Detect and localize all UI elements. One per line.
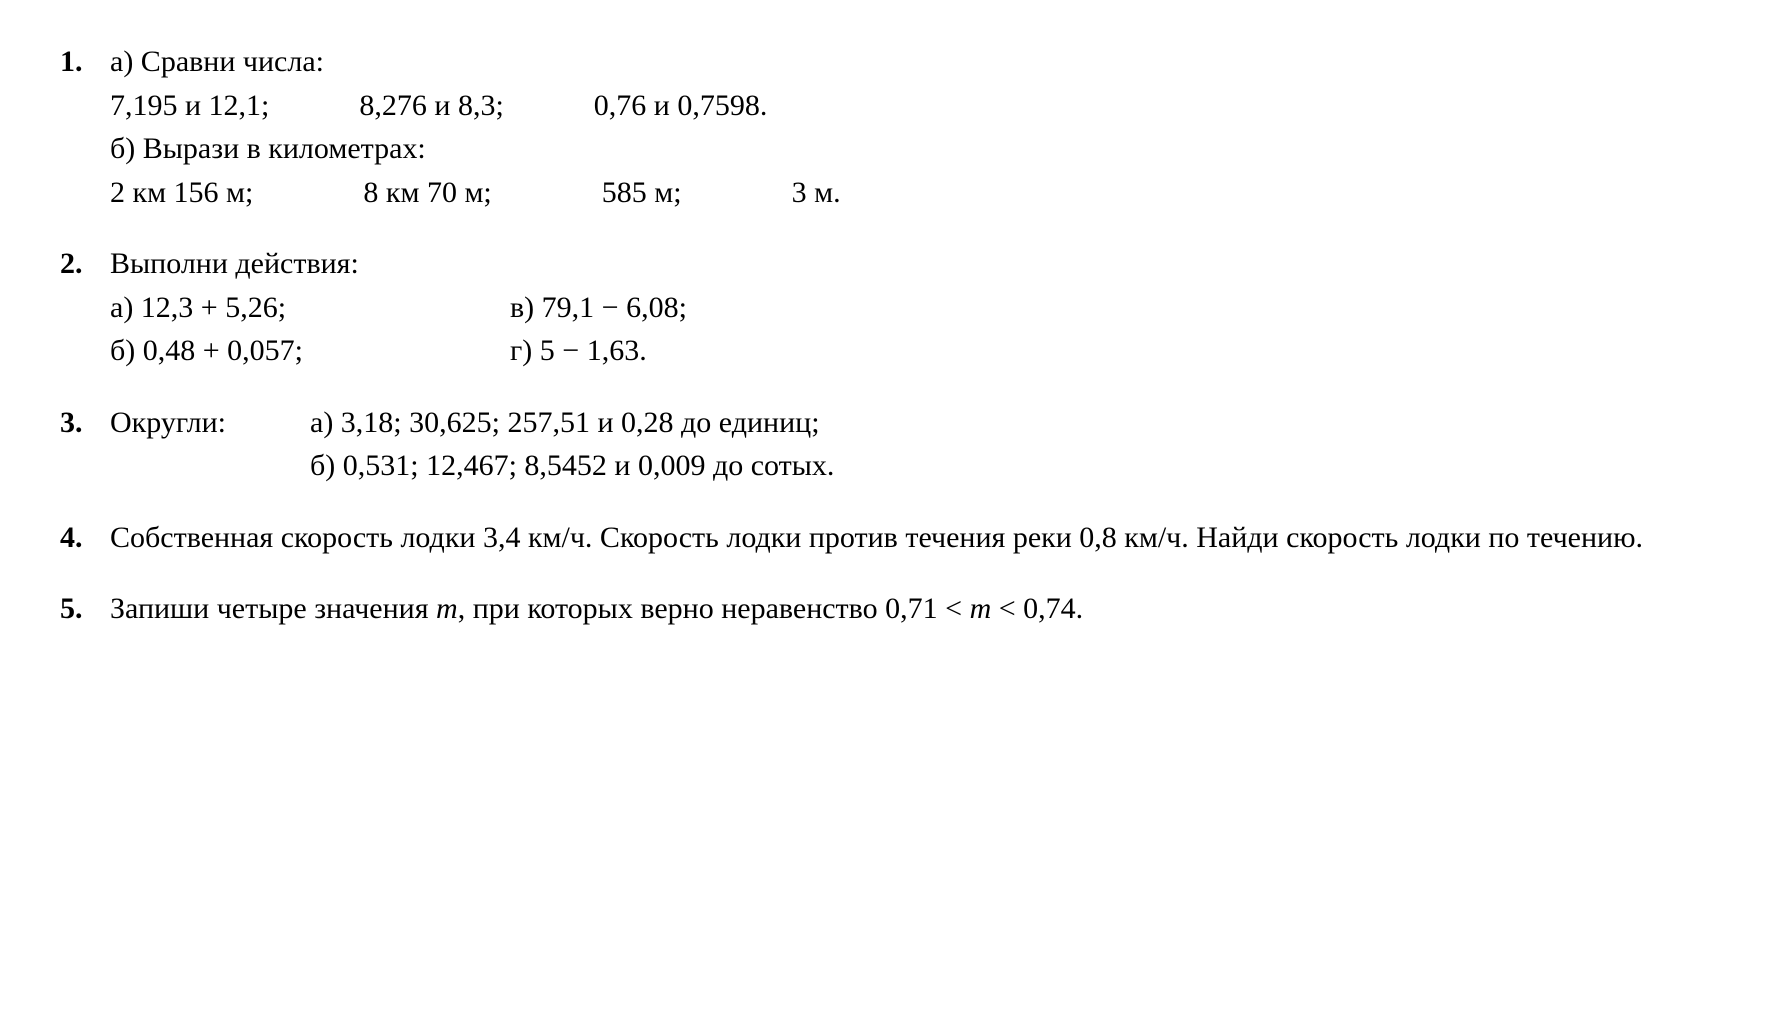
p3-a: а) 3,18; 30,625; 257,51 и 0,28 до единиц…	[310, 406, 820, 439]
problem-5: 5. Запиши четыре значения m, при которых…	[60, 587, 1731, 631]
p1-a-item-2: 8,276 и 8,3;	[359, 84, 503, 128]
p1-b-prompt: б) Вырази в километрах:	[110, 127, 1731, 171]
p1-b-item-3: 585 м;	[602, 171, 682, 215]
p5-var2: m	[970, 592, 992, 625]
problem-3: 3. Округли:а) 3,18; 30,625; 257,51 и 0,2…	[60, 401, 1731, 488]
problem-content: Собственная скорость лодки 3,4 км/ч. Ско…	[110, 516, 1731, 560]
p1-b-item-2: 8 км 70 м;	[363, 171, 491, 215]
p1-a-prompt: а) Сравни числа:	[110, 40, 1731, 84]
problem-content: а) Сравни числа: 7,195 и 12,1; 8,276 и 8…	[110, 40, 1731, 214]
p2-b: б) 0,48 + 0,057;	[110, 329, 510, 373]
p5-before: Запиши четыре значения	[110, 592, 436, 625]
problem-content: Округли:а) 3,18; 30,625; 257,51 и 0,28 д…	[110, 401, 1731, 488]
p1-a-item-1: 7,195 и 12,1;	[110, 84, 269, 128]
p1-b-item-4: 3 м.	[792, 171, 841, 215]
p2-v: в) 79,1 − 6,08;	[510, 286, 687, 330]
problem-1: 1. а) Сравни числа: 7,195 и 12,1; 8,276 …	[60, 40, 1731, 214]
problem-2: 2. Выполни действия: а) 12,3 + 5,26; в) …	[60, 242, 1731, 373]
problem-number: 2.	[60, 242, 110, 373]
p2-g: г) 5 − 1,63.	[510, 329, 647, 373]
problem-number: 4.	[60, 516, 110, 560]
p2-row2: б) 0,48 + 0,057; г) 5 − 1,63.	[110, 329, 1731, 373]
problem-content: Запиши четыре значения m, при которых ве…	[110, 587, 1731, 631]
p1-b-item-1: 2 км 156 м;	[110, 171, 253, 215]
problem-number: 5.	[60, 587, 110, 631]
p2-prompt: Выполни действия:	[110, 242, 1731, 286]
p3-label: Округли:	[110, 401, 310, 445]
p1-b-row: 2 км 156 м; 8 км 70 м; 585 м; 3 м.	[110, 171, 1731, 215]
p5-mid: , при которых верно неравенство 0,71 <	[458, 592, 970, 625]
p5-after: < 0,74.	[991, 592, 1083, 625]
problem-4: 4. Собственная скорость лодки 3,4 км/ч. …	[60, 516, 1731, 560]
p4-text: Собственная скорость лодки 3,4 км/ч. Ско…	[110, 521, 1643, 554]
p1-a-row: 7,195 и 12,1; 8,276 и 8,3; 0,76 и 0,7598…	[110, 84, 1731, 128]
p1-a-item-3: 0,76 и 0,7598.	[594, 84, 768, 128]
p2-row1: а) 12,3 + 5,26; в) 79,1 − 6,08;	[110, 286, 1731, 330]
p3-line-b: б) 0,531; 12,467; 8,5452 и 0,009 до соты…	[110, 444, 1731, 488]
problem-number: 3.	[60, 401, 110, 488]
p3-line-a: Округли:а) 3,18; 30,625; 257,51 и 0,28 д…	[110, 401, 1731, 445]
p3-b: б) 0,531; 12,467; 8,5452 и 0,009 до соты…	[310, 449, 834, 482]
p5-var: m	[436, 592, 458, 625]
problem-number: 1.	[60, 40, 110, 214]
problem-content: Выполни действия: а) 12,3 + 5,26; в) 79,…	[110, 242, 1731, 373]
p2-a: а) 12,3 + 5,26;	[110, 286, 510, 330]
